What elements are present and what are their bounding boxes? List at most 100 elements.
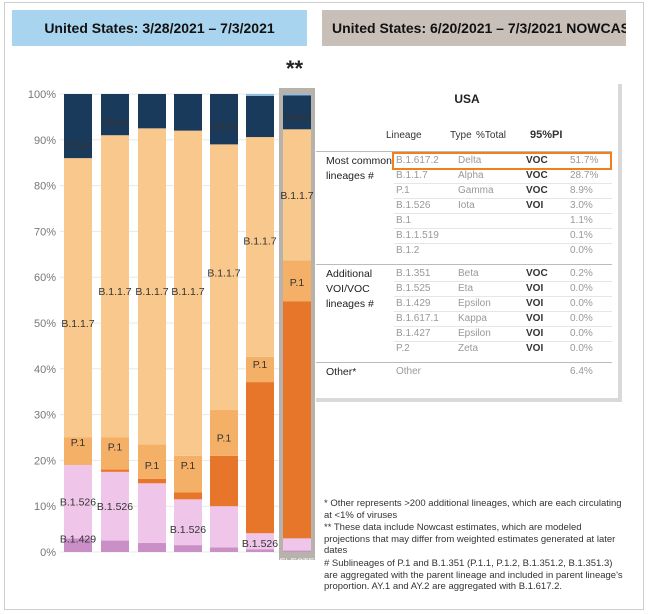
type-cell: VOI	[526, 298, 544, 309]
group-label: Additional VOI/VOC lineages #	[326, 268, 374, 310]
bar-segment	[174, 130, 202, 456]
bar-data-label: B.1.526	[170, 524, 206, 536]
bar-segment	[138, 444, 166, 479]
selected-label-bg	[281, 555, 313, 560]
bar-segment	[174, 455, 202, 493]
y-tick-label: 10%	[34, 501, 56, 513]
lineage-cell: B.1	[396, 215, 412, 226]
bar-data-label: P.1	[145, 460, 160, 472]
bar-segment	[101, 540, 129, 552]
variant-name-cell: Gamma	[458, 185, 494, 196]
variant-name-cell: Epsilon	[458, 298, 491, 309]
percent-cell: 28.7%	[570, 170, 599, 181]
bar-data-label: B.1.1.7	[280, 190, 313, 202]
bar-segment	[138, 483, 166, 543]
lineage-cell: B.1.429	[396, 298, 431, 309]
percent-cell: 0.0%	[570, 245, 593, 256]
bar-data-label: B.1.1.7	[61, 318, 94, 330]
lineage-cell: B.1.617.1	[396, 313, 439, 324]
bar-data-label: B.1.1.7	[135, 286, 168, 298]
lineage-cell: B.1.1.519	[396, 230, 439, 241]
table-row: B.1.427 Epsilon VOI 0.0%	[316, 327, 612, 342]
bar-segment	[101, 469, 129, 472]
bar-segment	[210, 144, 238, 411]
bar-segment	[210, 547, 238, 552]
bar-data-label: P.1	[253, 359, 268, 371]
bar-segment	[283, 550, 311, 552]
bar-segment	[210, 506, 238, 548]
lineage-cell: B.1.427	[396, 328, 431, 339]
stacked-bar-chart: 0%10%20%30%40%50%60%70%80%90%100%4/10/..…	[28, 88, 315, 560]
bar-segment	[283, 260, 311, 302]
table-row: B.1.526 Iota VOI 3.0%	[316, 199, 612, 214]
group-separator	[316, 362, 612, 363]
bar-segment	[138, 478, 166, 484]
bar-data-label: B.1.526	[242, 538, 278, 550]
variant-name-cell: Delta	[458, 155, 482, 166]
percent-cell: 8.9%	[570, 185, 593, 196]
lineage-cell: P.2	[396, 343, 410, 354]
bar-segment	[210, 94, 238, 145]
lineage-cell: B.1.2	[396, 245, 420, 256]
table-row: B.1.1.7 Alpha VOC 28.7%	[316, 169, 612, 184]
type-cell: VOI	[526, 200, 544, 211]
bar-segment	[138, 94, 166, 129]
table-row: B.1.525 Eta VOI 0.0%	[316, 282, 612, 297]
y-tick-label: 50%	[34, 318, 56, 330]
bar-data-label: P.1	[71, 437, 86, 449]
table-row: B.1.617.2 Delta VOC 51.7%	[316, 154, 612, 169]
y-tick-label: 100%	[28, 89, 56, 101]
type-cell: VOI	[526, 343, 544, 354]
lineage-cell: B.1.525	[396, 283, 431, 294]
y-tick-label: 70%	[34, 226, 56, 238]
bar-segment	[246, 94, 274, 96]
table-row: B.1.429 Epsilon VOI 0.0%	[316, 297, 612, 312]
bar-segment	[138, 128, 166, 445]
table-country: USA	[454, 92, 480, 106]
header-total: %Total	[476, 130, 507, 141]
bar-segment	[101, 135, 129, 438]
bar-data-label: B.1.526	[97, 501, 133, 513]
lineage-cell: B.1.526	[396, 200, 431, 211]
bar-data-label: Other	[211, 121, 238, 133]
bar-data-label: B.1.526	[60, 497, 96, 509]
bar-segment	[64, 94, 92, 159]
bar-data-label: P.1	[108, 442, 123, 454]
bar-segment	[210, 455, 238, 507]
percent-cell: 0.0%	[570, 283, 593, 294]
row-divider	[394, 326, 612, 327]
group-separator	[316, 264, 612, 265]
row-divider	[394, 228, 612, 229]
selected-category-label: ELECTE	[279, 557, 314, 560]
group-separator	[316, 151, 612, 152]
bar-segment	[64, 158, 92, 438]
lineage-cell: Other	[396, 366, 422, 377]
bar-data-label: Other	[284, 112, 311, 124]
bar-segment	[283, 95, 311, 130]
row-divider	[394, 296, 612, 297]
y-tick-label: 60%	[34, 272, 56, 284]
y-tick-label: 40%	[34, 364, 56, 376]
variant-name-cell: Beta	[458, 268, 479, 279]
type-cell: VOC	[526, 185, 548, 196]
bar-segment	[283, 301, 311, 539]
percent-cell: 1.1%	[570, 215, 593, 226]
bar-data-label: B.1.1.7	[171, 286, 204, 298]
table-row: P.1 Gamma VOC 8.9%	[316, 184, 612, 199]
percent-cell: 0.2%	[570, 268, 593, 279]
header-lineage: Lineage	[386, 130, 422, 141]
row-divider	[394, 213, 612, 214]
type-cell: VOI	[526, 283, 544, 294]
table-row: B.1 1.1%	[316, 214, 612, 229]
row-divider	[394, 281, 612, 282]
figure-frame	[4, 2, 644, 610]
lineage-cell: B.1.351	[396, 268, 431, 279]
bar-segment	[101, 437, 129, 470]
row-divider	[394, 198, 612, 199]
variant-name-cell: Iota	[458, 200, 475, 211]
nowcast-table: USA Lineage Type %Total 95%PI Most commo…	[316, 84, 622, 402]
bar-segment	[246, 137, 274, 357]
nowcast-marker: **	[286, 56, 304, 81]
bar-segment	[246, 95, 274, 138]
bar-segment	[246, 549, 274, 552]
